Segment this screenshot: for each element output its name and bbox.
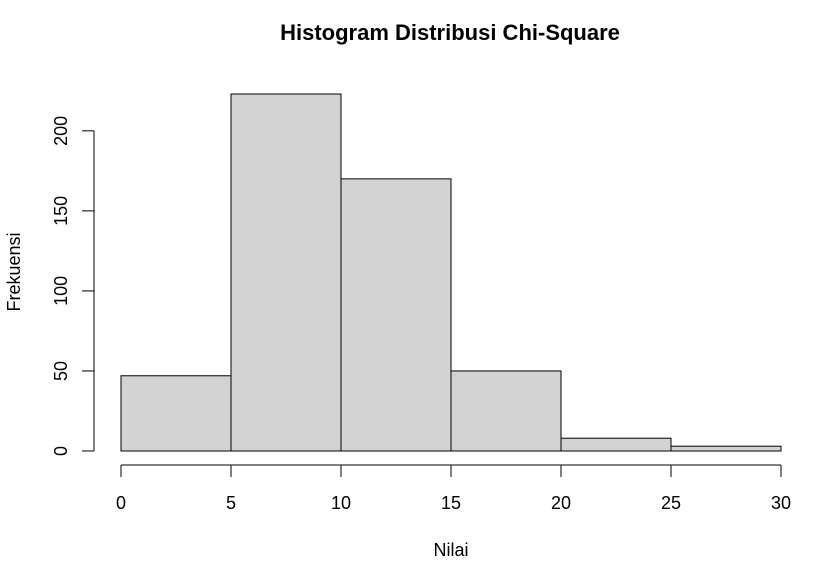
x-axis: 0 5 10 15 20 25 30 xyxy=(116,464,791,513)
histogram-bar-5 xyxy=(670,445,782,452)
x-axis-label: Nilai xyxy=(433,540,468,560)
y-axis: 0 50 100 150 200 xyxy=(51,116,95,456)
y-tick-label-0: 0 xyxy=(51,446,71,456)
histogram-bar-1 xyxy=(230,93,342,452)
y-tick-label-1: 50 xyxy=(51,361,71,381)
x-tick-label-0: 0 xyxy=(116,493,126,513)
y-axis-label: Frekuensi xyxy=(4,232,24,311)
chart-title: Histogram Distribusi Chi-Square xyxy=(280,20,620,45)
histogram-bar-4 xyxy=(560,437,672,452)
x-tick-label-6: 30 xyxy=(771,493,791,513)
x-tick-label-2: 10 xyxy=(331,493,351,513)
y-tick-label-4: 200 xyxy=(51,116,71,146)
y-tick-label-3: 150 xyxy=(51,196,71,226)
y-tick-label-2: 100 xyxy=(51,276,71,306)
x-tick-label-1: 5 xyxy=(226,493,236,513)
x-tick-label-3: 15 xyxy=(441,493,461,513)
histogram-bar-2 xyxy=(340,178,452,452)
x-tick-label-5: 25 xyxy=(661,493,681,513)
bars-group xyxy=(120,93,782,452)
x-tick-label-4: 20 xyxy=(551,493,571,513)
histogram-bar-3 xyxy=(450,370,562,452)
histogram-bar-0 xyxy=(120,375,232,452)
